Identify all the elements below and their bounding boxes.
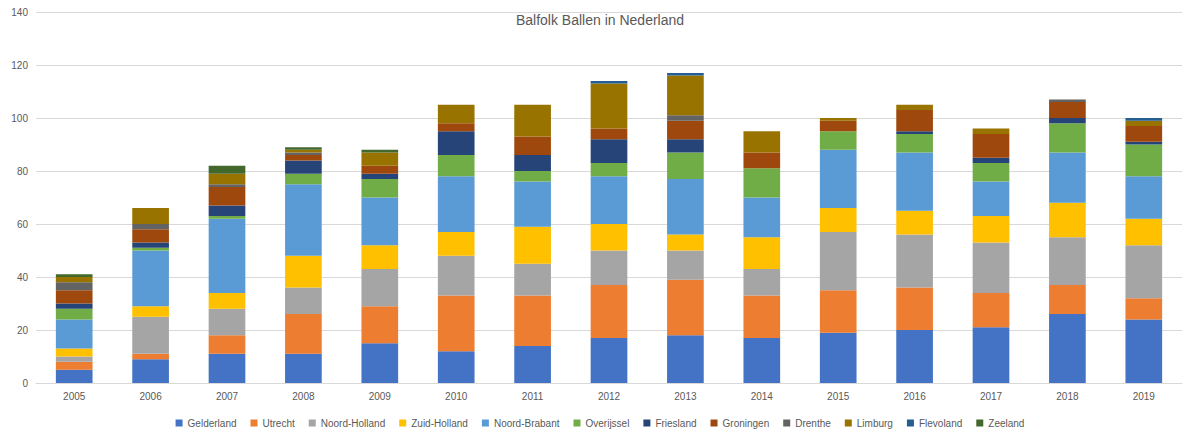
svg-text:Drenthe: Drenthe	[795, 418, 831, 429]
svg-text:2017: 2017	[980, 391, 1003, 402]
svg-text:2012: 2012	[598, 391, 621, 402]
svg-text:20: 20	[17, 325, 29, 336]
svg-text:2008: 2008	[292, 391, 315, 402]
svg-text:2010: 2010	[445, 391, 468, 402]
svg-text:2018: 2018	[1056, 391, 1079, 402]
svg-text:Utrecht: Utrecht	[263, 418, 295, 429]
svg-text:2015: 2015	[827, 391, 850, 402]
svg-text:2019: 2019	[1133, 391, 1156, 402]
svg-text:Overijssel: Overijssel	[585, 418, 629, 429]
svg-text:2007: 2007	[216, 391, 239, 402]
svg-text:60: 60	[17, 219, 29, 230]
svg-text:Gelderland: Gelderland	[188, 418, 237, 429]
svg-text:2006: 2006	[139, 391, 162, 402]
svg-text:140: 140	[11, 7, 28, 18]
svg-text:2009: 2009	[369, 391, 392, 402]
svg-text:2016: 2016	[903, 391, 926, 402]
svg-text:40: 40	[17, 272, 29, 283]
svg-text:80: 80	[17, 166, 29, 177]
svg-text:2011: 2011	[522, 391, 544, 402]
svg-text:Limburg: Limburg	[857, 418, 893, 429]
svg-text:Zuid-Holland: Zuid-Holland	[411, 418, 468, 429]
svg-text:120: 120	[11, 60, 28, 71]
svg-text:Zeeland: Zeeland	[988, 418, 1024, 429]
svg-text:Noord-Brabant: Noord-Brabant	[494, 418, 560, 429]
svg-text:2005: 2005	[63, 391, 86, 402]
svg-text:2014: 2014	[751, 391, 774, 402]
svg-text:Flevoland: Flevoland	[919, 418, 962, 429]
svg-text:Noord-Holland: Noord-Holland	[321, 418, 385, 429]
svg-text:Balfolk Ballen in Nederland: Balfolk Ballen in Nederland	[516, 12, 684, 28]
svg-text:2013: 2013	[674, 391, 697, 402]
svg-text:Friesland: Friesland	[655, 418, 696, 429]
svg-text:0: 0	[22, 378, 28, 389]
svg-text:100: 100	[11, 113, 28, 124]
svg-text:Groningen: Groningen	[723, 418, 770, 429]
